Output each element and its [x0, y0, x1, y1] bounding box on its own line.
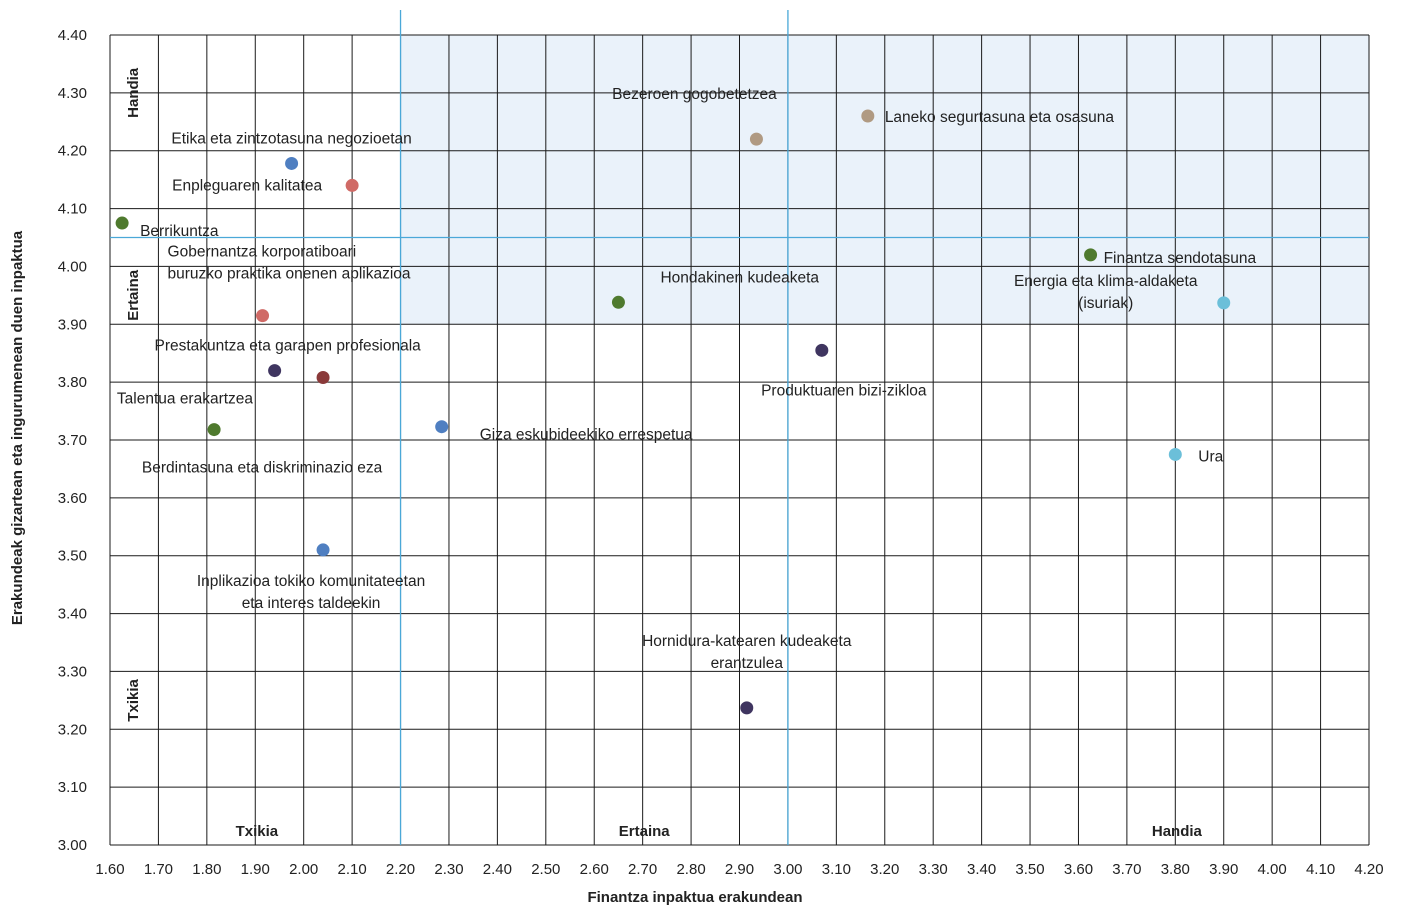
x-tick-label: 3.40 — [967, 861, 996, 878]
x-tick-label: 2.20 — [386, 861, 415, 878]
data-point — [435, 420, 449, 434]
x-tick-label: 3.70 — [1112, 861, 1141, 878]
y-axis-title: Erakundeak gizartean eta ingurumenean du… — [9, 230, 26, 625]
x-tick-label: 4.10 — [1306, 861, 1335, 878]
point-label: Etika eta zintzotasuna negozioetan — [171, 130, 411, 147]
y-tick-label: 4.20 — [58, 143, 87, 160]
y-tick-label: 3.60 — [58, 490, 87, 507]
y-tick-label: 3.20 — [58, 721, 87, 738]
y-tick-label: 3.70 — [58, 432, 87, 449]
point-label: Prestakuntza eta garapen profesionala — [155, 338, 422, 355]
y-tick-label: 4.40 — [58, 27, 87, 44]
x-tick-label: 1.80 — [192, 861, 221, 878]
x-tick-label: 2.50 — [531, 861, 560, 878]
data-point — [740, 701, 754, 715]
x-zone-label: Txikia — [236, 823, 279, 840]
point-label: Produktuaren bizi-zikloa — [761, 382, 927, 399]
y-tick-label: 3.50 — [58, 548, 87, 565]
x-tick-label: 4.00 — [1258, 861, 1287, 878]
point-label: Gobernantza korporatiboari buruzko prakti… — [168, 244, 411, 283]
y-tick-labels: 3.00 3.10 3.20 3.30 3.40 3.50 3.60 3.70 3.80 3.90… — [58, 27, 87, 854]
y-tick-label: 3.80 — [58, 374, 87, 391]
data-point — [861, 109, 875, 123]
y-tick-label: 4.10 — [58, 201, 87, 218]
x-tick-label: 2.00 — [289, 861, 318, 878]
x-tick-label: 1.70 — [144, 861, 173, 878]
data-point — [815, 343, 829, 357]
data-point — [207, 423, 221, 437]
point-label: Hornidura-katearen kudeaketa erantzulea — [642, 633, 852, 672]
point-label: Energia eta klima-aldaketa (isuriak) — [1014, 273, 1198, 312]
data-points: Etika eta zintzotasuna negozioetan Enpleg… — [115, 86, 1257, 715]
y-tick-label: 3.10 — [58, 779, 87, 796]
data-point — [611, 295, 625, 309]
data-point — [1168, 447, 1182, 461]
y-zone-label: Handia — [125, 67, 142, 118]
data-point — [256, 309, 270, 323]
point-label: Enpleguaren kalitatea — [172, 177, 322, 194]
data-point — [316, 543, 330, 557]
point-label: Talentua erakartzea — [117, 391, 254, 408]
x-tick-label: 3.30 — [919, 861, 948, 878]
point-label: Berrikuntza — [140, 223, 219, 240]
point-label: Ura — [1198, 448, 1223, 465]
x-tick-label: 2.90 — [725, 861, 754, 878]
x-tick-label: 4.20 — [1354, 861, 1383, 878]
y-tick-label: 4.00 — [58, 258, 87, 275]
x-zone-label: Ertaina — [619, 823, 671, 840]
grid — [109, 10, 1370, 846]
data-point — [749, 132, 763, 146]
x-tick-label: 2.60 — [580, 861, 609, 878]
point-label: Bezeroen gogobetetzea — [612, 86, 777, 103]
x-tick-label: 2.30 — [434, 861, 463, 878]
point-label: Berdintasuna eta diskriminazio eza — [142, 460, 383, 477]
x-tick-label: 3.80 — [1161, 861, 1190, 878]
data-point — [1084, 248, 1098, 262]
x-tick-label: 3.60 — [1064, 861, 1093, 878]
point-label: Laneko segurtasuna eta osasuna — [885, 109, 1115, 126]
point-label: Giza eskubideekiko errespetua — [480, 427, 693, 444]
data-point — [285, 156, 299, 170]
zone-labels: Txikia Ertaina Handia Handia Ertaina Txikia — [125, 67, 1203, 840]
x-tick-label: 1.60 — [95, 861, 124, 878]
y-tick-label: 3.40 — [58, 606, 87, 623]
data-point — [316, 371, 330, 385]
x-tick-label: 2.80 — [676, 861, 705, 878]
x-tick-label: 3.20 — [870, 861, 899, 878]
data-point — [268, 364, 282, 378]
x-tick-label: 2.10 — [338, 861, 367, 878]
x-tick-label: 2.40 — [483, 861, 512, 878]
point-label: Finantza sendotasuna — [1104, 250, 1257, 267]
data-point — [115, 216, 129, 230]
x-axis-title: Finantza inpaktua erakundean — [587, 889, 802, 906]
data-point — [345, 178, 359, 192]
x-tick-label: 1.90 — [241, 861, 270, 878]
x-tick-label: 3.50 — [1015, 861, 1044, 878]
y-tick-label: 3.90 — [58, 316, 87, 333]
x-tick-label: 2.70 — [628, 861, 657, 878]
x-tick-label: 3.00 — [773, 861, 802, 878]
y-zone-label: Txikia — [125, 678, 142, 721]
y-tick-label: 4.30 — [58, 85, 87, 102]
x-zone-label: Handia — [1152, 823, 1203, 840]
x-tick-label: 3.90 — [1209, 861, 1238, 878]
x-tick-labels: 1.60 1.70 1.80 1.90 2.00 2.10 2.20 2.30 2.40 2.50… — [95, 861, 1383, 878]
y-tick-label: 3.00 — [58, 837, 87, 854]
x-tick-label: 3.10 — [822, 861, 851, 878]
point-label: Inplikazioa tokiko komunitateetan eta int… — [197, 573, 425, 612]
data-point — [1217, 296, 1231, 310]
y-zone-label: Ertaina — [125, 269, 142, 321]
point-label: Hondakinen kudeaketa — [660, 269, 819, 286]
y-tick-label: 3.30 — [58, 663, 87, 680]
